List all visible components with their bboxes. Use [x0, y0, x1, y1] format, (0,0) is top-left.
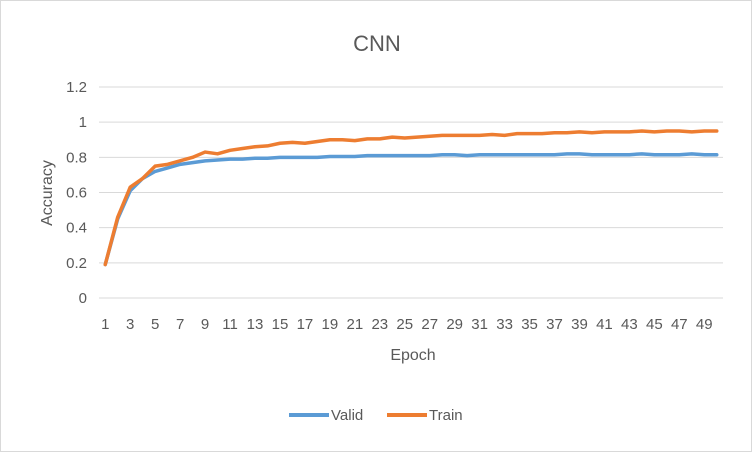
y-axis-ticks: 0 0.2 0.4 0.6 0.8 1 1.2	[66, 79, 87, 307]
x-axis-title: Epoch	[390, 347, 435, 364]
x-tick-label: 29	[446, 316, 463, 333]
x-tick-label: 23	[371, 316, 388, 333]
x-tick-label: 35	[521, 316, 538, 333]
y-tick-label: 1.2	[66, 79, 87, 96]
legend-label-train: Train	[429, 407, 463, 424]
x-tick-label: 43	[621, 316, 638, 333]
x-tick-label: 17	[297, 316, 314, 333]
x-tick-label: 49	[696, 316, 713, 333]
series-line-valid	[103, 152, 719, 267]
x-tick-label: 37	[546, 316, 563, 333]
x-tick-label: 1	[101, 316, 109, 333]
x-tick-label: 31	[471, 316, 488, 333]
y-tick-label: 0.2	[66, 255, 87, 272]
x-tick-label: 13	[247, 316, 264, 333]
y-tick-label: 1	[79, 114, 87, 131]
y-tick-label: 0.8	[66, 149, 87, 166]
x-tick-label: 27	[421, 316, 438, 333]
x-tick-label: 7	[176, 316, 184, 333]
x-tick-label: 47	[671, 316, 688, 333]
x-tick-label: 41	[596, 316, 613, 333]
series-line-train	[103, 129, 719, 267]
x-tick-label: 9	[201, 316, 209, 333]
x-tick-label: 25	[396, 316, 413, 333]
x-tick-label: 11	[222, 316, 238, 333]
chart-title: CNN	[353, 31, 401, 56]
gridlines	[99, 86, 723, 299]
x-axis-ticks: 1 3 5 7 9 11 13 15 17 19 21 23 25 27 29 31 33 35 37 39 41 43 4…	[101, 316, 713, 333]
legend-label-valid: Valid	[331, 407, 363, 424]
x-tick-label: 45	[646, 316, 663, 333]
y-axis-title: Accuracy	[39, 160, 56, 226]
x-tick-label: 33	[496, 316, 513, 333]
x-tick-label: 3	[126, 316, 134, 333]
y-tick-label: 0	[79, 290, 87, 307]
legend: Valid Train	[289, 407, 463, 424]
y-tick-label: 0.6	[66, 185, 87, 202]
x-tick-label: 21	[346, 316, 363, 333]
x-tick-label: 5	[151, 316, 159, 333]
y-tick-label: 0.4	[66, 220, 87, 237]
x-tick-label: 39	[571, 316, 588, 333]
x-tick-label: 15	[272, 316, 289, 333]
x-tick-label: 19	[322, 316, 339, 333]
series-lines	[103, 129, 719, 267]
